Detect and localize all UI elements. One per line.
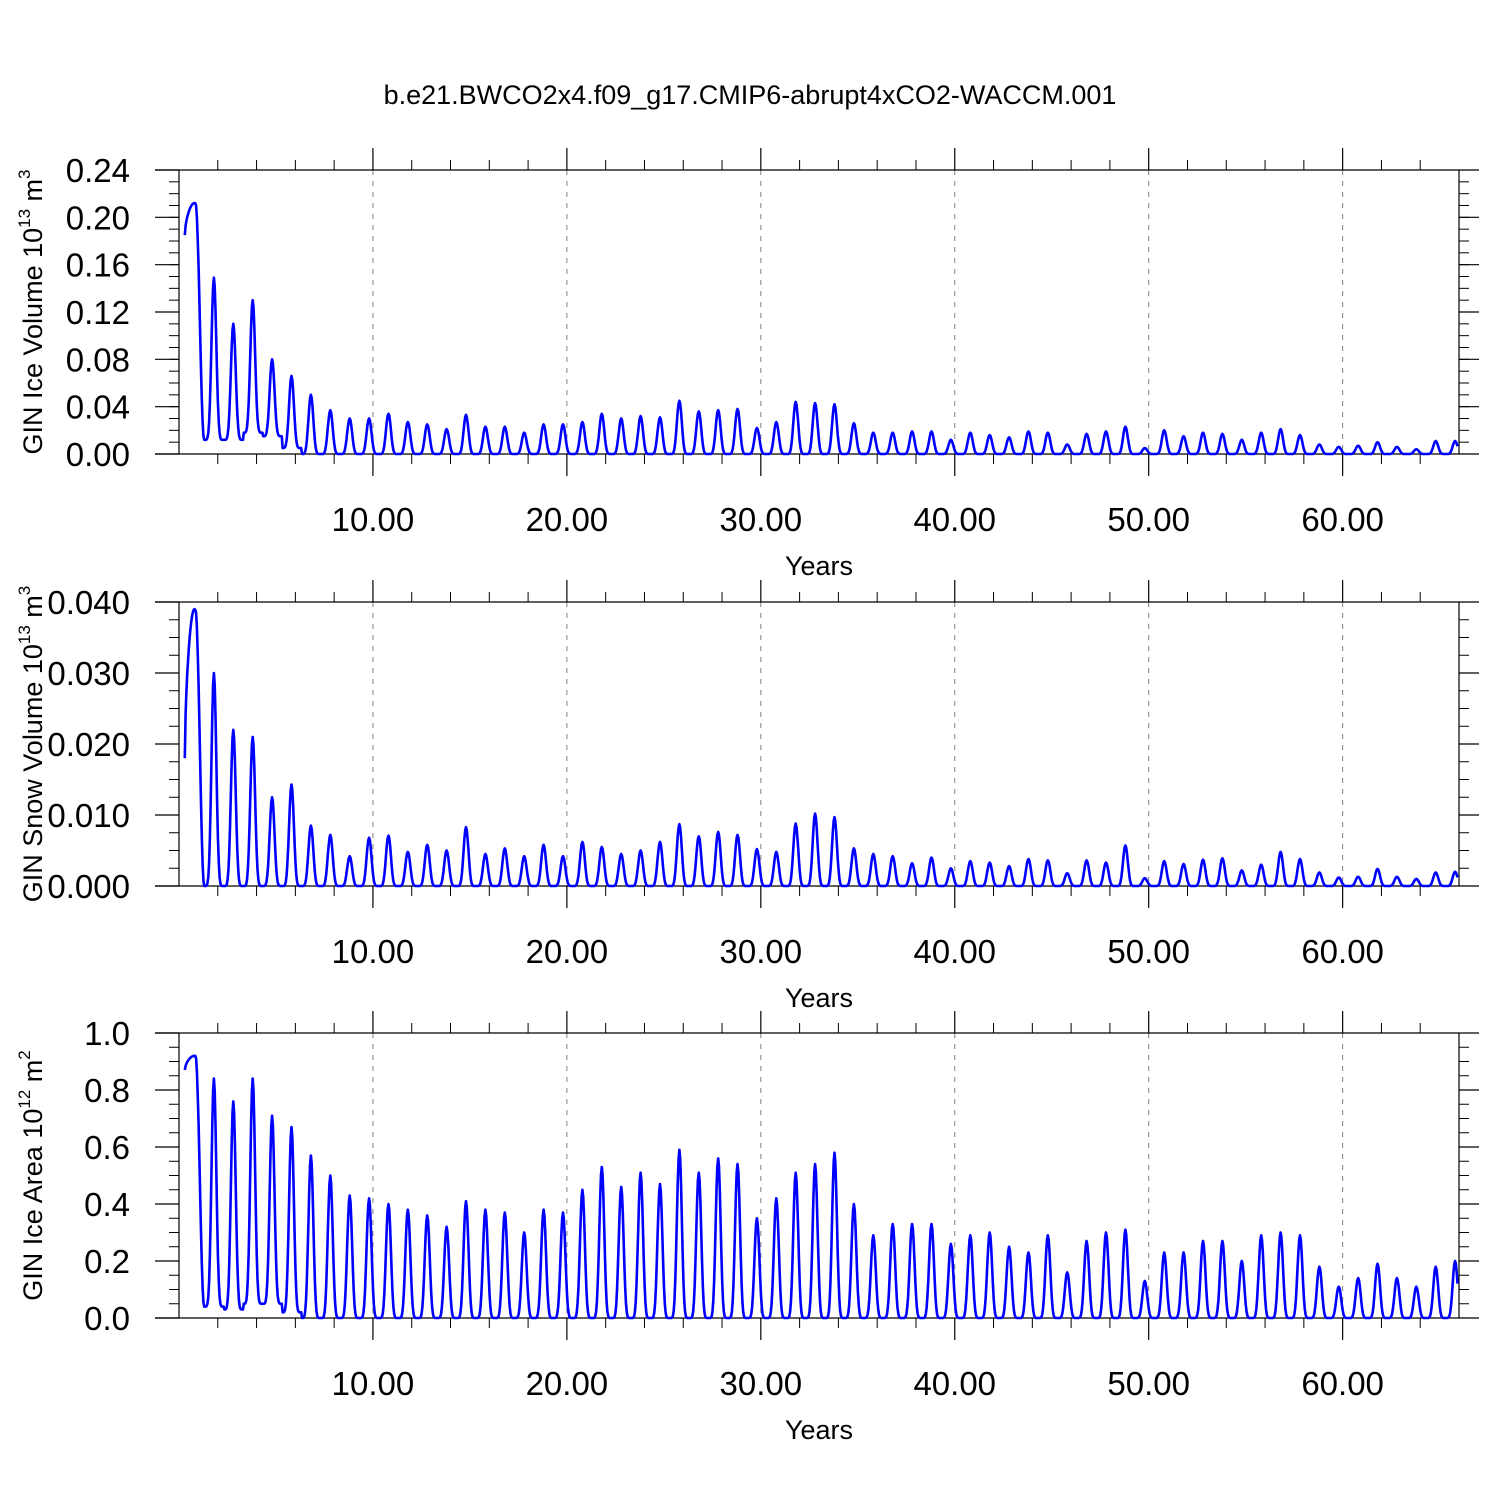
y-tick-label: 1.0 — [84, 1015, 130, 1052]
x-tick-label: 60.00 — [1301, 501, 1384, 538]
y-tick-label: 0.4 — [84, 1186, 130, 1223]
y-tick-label: 0.0 — [84, 1300, 130, 1337]
series-line — [183, 201, 1459, 456]
y-tick-label: 0.020 — [47, 726, 130, 763]
chart-panel-2: 0.000 0.010 0.020 0.030 0.040 10.00 20.00 30.00… — [15, 580, 1479, 1013]
x-tick-label: 40.00 — [913, 933, 996, 970]
y-tick-label: 0.08 — [66, 341, 130, 378]
x-axis-label: Years — [785, 1415, 853, 1445]
x-tick-label: 60.00 — [1301, 1365, 1384, 1402]
y-tick-label: 0.00 — [66, 436, 130, 473]
x-tick-label: 20.00 — [526, 1365, 609, 1402]
y-tick-label: 0.24 — [66, 152, 130, 189]
y-tick-label: 0.010 — [47, 797, 130, 834]
y-tick-label: 0.000 — [47, 868, 130, 905]
y-tick-label: 0.20 — [66, 199, 130, 236]
y-tick-label: 0.2 — [84, 1243, 130, 1280]
page-title: b.e21.BWCO2x4.f09_g17.CMIP6-abrupt4xCO2-… — [383, 80, 1117, 110]
y-tick-label: 0.6 — [84, 1129, 130, 1166]
series-line — [183, 1054, 1459, 1320]
y-tick-label: 0.12 — [66, 294, 130, 331]
series-line — [183, 607, 1459, 888]
x-tick-label: 10.00 — [332, 501, 415, 538]
y-tick-label: 0.8 — [84, 1072, 130, 1109]
x-axis-label: Years — [785, 983, 853, 1013]
y-tick-label: 0.040 — [47, 584, 130, 621]
x-tick-label: 60.00 — [1301, 933, 1384, 970]
x-tick-label: 50.00 — [1107, 501, 1190, 538]
chart-panel-1: 0.00 0.04 0.08 0.12 0.16 0.20 0.24 10.00 20.00 30… — [15, 148, 1479, 581]
x-tick-label: 40.00 — [913, 1365, 996, 1402]
y-tick-label: 0.16 — [66, 247, 130, 284]
y-tick-label: 0.030 — [47, 655, 130, 692]
x-tick-label: 30.00 — [720, 501, 803, 538]
x-tick-label: 40.00 — [913, 501, 996, 538]
x-axis-label: Years — [785, 551, 853, 581]
x-tick-label: 10.00 — [332, 933, 415, 970]
x-tick-label: 30.00 — [720, 1365, 803, 1402]
y-tick-label: 0.04 — [66, 389, 130, 426]
chart-panel-3: 0.0 0.2 0.4 0.6 0.8 1.0 10.00 20.00 30.00 40.00 50… — [15, 1011, 1479, 1445]
x-tick-label: 30.00 — [720, 933, 803, 970]
x-tick-label: 20.00 — [526, 933, 609, 970]
x-tick-label: 20.00 — [526, 501, 609, 538]
x-tick-label: 10.00 — [332, 1365, 415, 1402]
y-axis-label: GIN Snow Volume 1013 m3 — [15, 586, 48, 903]
x-tick-label: 50.00 — [1107, 933, 1190, 970]
x-tick-label: 50.00 — [1107, 1365, 1190, 1402]
y-axis-label: GIN Ice Area 1012 m2 — [15, 1050, 48, 1301]
y-axis-label: GIN Ice Volume 1013 m3 — [15, 169, 48, 454]
